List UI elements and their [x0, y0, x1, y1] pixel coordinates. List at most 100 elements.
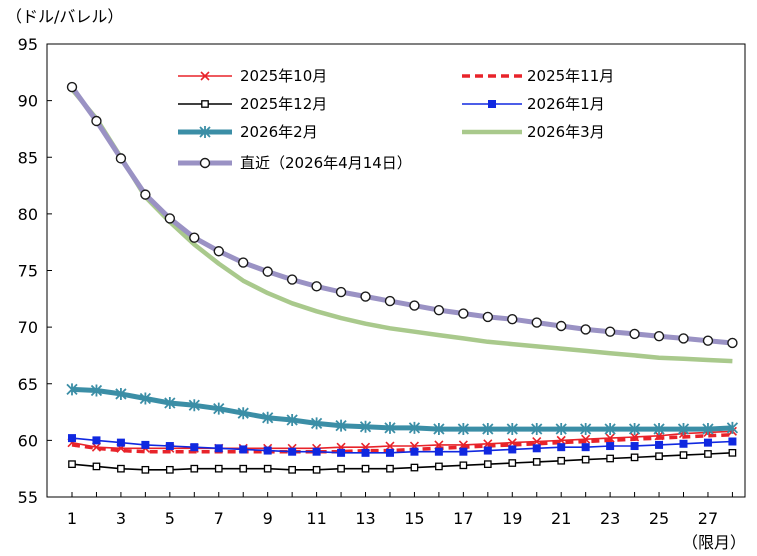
legend-label: 2025年11月 [527, 67, 614, 85]
data-point [115, 153, 127, 164]
data-point [727, 337, 738, 349]
legend-label: 2025年10月 [240, 67, 327, 85]
data-point [190, 443, 199, 452]
data-point [482, 311, 494, 323]
legend-marker [200, 71, 210, 81]
data-point [679, 451, 688, 459]
data-point [483, 446, 492, 455]
data-point [335, 286, 347, 298]
x-tick-label: 15 [404, 509, 424, 528]
data-point [286, 274, 298, 285]
data-point [214, 444, 223, 453]
data-point [239, 464, 248, 473]
data-point [384, 295, 396, 307]
data-point [115, 387, 127, 400]
data-point [702, 335, 714, 346]
legend-marker [199, 126, 211, 138]
data-point [190, 464, 199, 473]
series-3 [68, 448, 737, 474]
legend-marker [488, 100, 496, 108]
data-point [508, 459, 517, 467]
series-line-2 [71, 432, 733, 454]
data-point [628, 423, 641, 436]
legend-marker [201, 100, 209, 108]
data-point [728, 448, 737, 457]
series-line-7 [69, 85, 733, 346]
series-2 [71, 432, 733, 454]
x-tick-label: 7 [214, 509, 224, 528]
data-point [703, 438, 712, 447]
x-tick-label: 27 [698, 509, 718, 528]
data-point [580, 324, 591, 335]
data-point [311, 281, 322, 292]
legend-item: 直近（2026年4月14日） [178, 154, 412, 172]
data-point [141, 465, 150, 474]
data-point [68, 460, 76, 469]
data-point [359, 420, 372, 433]
data-point [312, 465, 321, 474]
x-tick-label: 21 [551, 509, 571, 528]
data-point [408, 421, 421, 434]
data-point [262, 266, 273, 277]
data-point [164, 213, 176, 224]
y-tick-label: 70 [18, 318, 38, 337]
data-point [457, 423, 469, 436]
data-point [433, 304, 445, 316]
data-point [531, 317, 542, 328]
data-point [606, 454, 614, 463]
legend-item: 2026年2月 [178, 123, 318, 141]
data-point [604, 326, 616, 337]
data-point [557, 456, 566, 465]
data-point [507, 313, 518, 325]
legend-label: 直近（2026年4月14日） [240, 154, 412, 172]
x-tick-label: 25 [649, 509, 669, 528]
data-point [653, 330, 665, 342]
data-point [580, 423, 592, 436]
data-point [337, 448, 346, 457]
data-point [678, 333, 689, 344]
data-point [557, 443, 566, 452]
y-tick-label: 75 [18, 262, 38, 281]
data-point [92, 462, 101, 471]
data-point [435, 462, 443, 471]
data-point [655, 440, 664, 449]
data-point [679, 439, 688, 448]
data-point [361, 464, 370, 473]
data-point [66, 81, 78, 93]
data-point [630, 442, 639, 451]
data-point [310, 417, 323, 430]
data-point [164, 397, 176, 410]
data-point [337, 464, 345, 473]
legend-item: 2026年1月 [462, 95, 605, 113]
data-point [263, 446, 272, 455]
data-point [482, 423, 494, 436]
data-point [117, 464, 125, 473]
data-point [704, 450, 712, 458]
data-point [385, 441, 395, 451]
data-point [677, 423, 690, 436]
data-point [409, 300, 420, 311]
data-point [410, 447, 419, 456]
data-point [581, 443, 590, 452]
y-tick-label: 85 [18, 148, 38, 167]
data-point [361, 448, 370, 457]
data-point [312, 447, 321, 456]
series-line-6 [70, 87, 733, 364]
data-point [288, 465, 296, 474]
data-point [140, 189, 151, 200]
data-point [385, 448, 394, 457]
data-point [92, 436, 101, 445]
x-axis-label: （限月） [682, 533, 746, 552]
series-line-4 [71, 437, 733, 454]
data-point [459, 447, 468, 456]
data-point [213, 246, 224, 257]
y-tick-label: 95 [18, 35, 38, 54]
data-point [508, 445, 517, 454]
data-point [386, 464, 394, 473]
data-point [655, 452, 663, 461]
data-point [702, 423, 714, 436]
data-point [630, 453, 639, 462]
data-point [68, 434, 76, 443]
series-line-5 [71, 386, 733, 432]
legend-marker [199, 157, 211, 169]
